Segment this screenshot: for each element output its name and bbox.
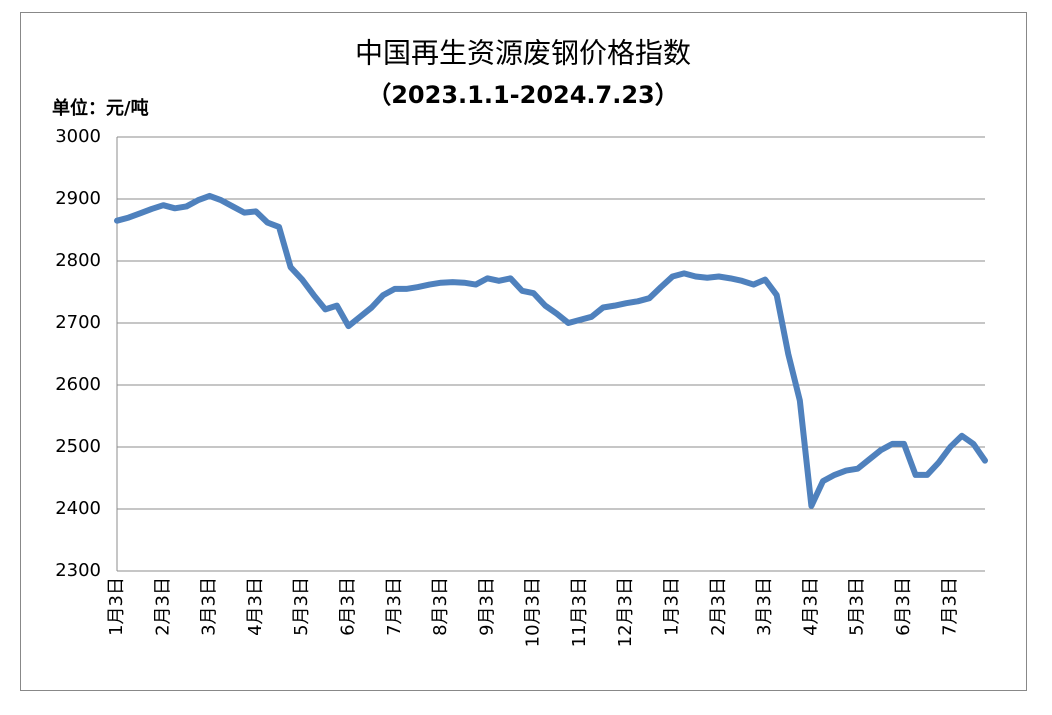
chart-subtitle: （2023.1.1-2024.7.23）	[367, 81, 679, 109]
x-tick-label: 2月3日	[152, 577, 173, 636]
y-tick-label: 2600	[55, 374, 101, 395]
x-tick-label: 9月3日	[476, 577, 497, 636]
x-tick-label: 2月3日	[708, 577, 729, 636]
x-tick-label: 4月3日	[245, 577, 266, 636]
y-tick-label: 2300	[55, 560, 101, 581]
x-tick-label: 6月3日	[337, 577, 358, 636]
x-tick-label: 1月3日	[106, 577, 127, 636]
x-tick-label: 6月3日	[893, 577, 914, 636]
y-tick-label: 2800	[55, 250, 101, 271]
x-tick-label: 5月3日	[291, 577, 312, 636]
x-tick-label: 1月3日	[662, 577, 683, 636]
x-tick-label: 5月3日	[847, 577, 868, 636]
y-unit-label: 单位：元/吨	[52, 97, 149, 119]
y-tick-label: 2900	[55, 188, 101, 209]
x-tick-label: 10月3日	[523, 577, 544, 647]
x-tick-label: 8月3日	[430, 577, 451, 636]
x-tick-label: 11月3日	[569, 577, 590, 647]
x-tick-label: 7月3日	[384, 577, 405, 636]
data-line	[114, 192, 988, 509]
x-tick-label: 7月3日	[939, 577, 960, 636]
chart-title: 中国再生资源废钢价格指数	[355, 37, 691, 70]
y-tick-label: 2700	[55, 312, 101, 333]
x-tick-label: 3月3日	[754, 577, 775, 636]
y-tick-label: 2500	[55, 436, 101, 457]
chart-frame	[20, 12, 1027, 691]
x-tick-label: 3月3日	[199, 577, 220, 636]
x-tick-label: 12月3日	[615, 577, 636, 647]
y-tick-label: 3000	[55, 126, 101, 147]
x-tick-label: 4月3日	[800, 577, 821, 636]
y-tick-label: 2400	[55, 498, 101, 519]
